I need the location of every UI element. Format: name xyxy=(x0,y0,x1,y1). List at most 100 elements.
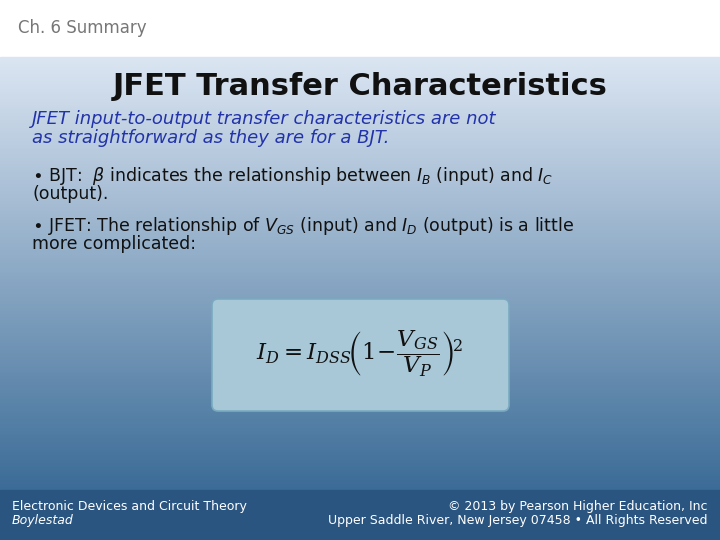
Bar xyxy=(0,371,720,373)
Bar xyxy=(0,240,720,242)
Bar xyxy=(0,429,720,431)
Bar xyxy=(0,472,720,474)
Bar xyxy=(0,133,720,135)
Text: Boylestad: Boylestad xyxy=(12,514,73,527)
Bar xyxy=(0,166,720,168)
Bar xyxy=(0,201,720,203)
Bar xyxy=(0,289,720,291)
Bar xyxy=(0,65,720,67)
Bar xyxy=(0,433,720,435)
Bar xyxy=(0,361,720,363)
Bar xyxy=(0,476,720,478)
Text: $\bullet$ BJT:  $\beta$ indicates the relationship between $I_B$ (input) and $I_: $\bullet$ BJT: $\beta$ indicates the rel… xyxy=(32,165,553,187)
Bar xyxy=(0,274,720,276)
Bar xyxy=(0,360,720,362)
Bar xyxy=(0,384,720,386)
FancyBboxPatch shape xyxy=(212,299,509,411)
Bar xyxy=(0,220,720,221)
Bar xyxy=(0,120,720,122)
Bar xyxy=(0,228,720,230)
Bar xyxy=(0,381,720,383)
Bar xyxy=(0,129,720,131)
Bar xyxy=(0,282,720,284)
Bar xyxy=(0,224,720,226)
Bar xyxy=(0,355,720,357)
Bar xyxy=(0,432,720,434)
Bar xyxy=(0,390,720,392)
Bar xyxy=(0,370,720,372)
Bar xyxy=(0,188,720,190)
Bar xyxy=(0,441,720,442)
Bar xyxy=(0,77,720,79)
Bar xyxy=(0,414,720,416)
Bar xyxy=(0,310,720,313)
Bar xyxy=(0,404,720,406)
Bar xyxy=(0,123,720,125)
Bar xyxy=(0,387,720,389)
Bar xyxy=(0,458,720,460)
Bar xyxy=(0,71,720,73)
Bar xyxy=(0,344,720,346)
Bar xyxy=(0,411,720,414)
Bar xyxy=(0,254,720,256)
Bar xyxy=(0,178,720,180)
Bar xyxy=(0,87,720,89)
Bar xyxy=(0,291,720,292)
Bar xyxy=(0,276,720,278)
Bar xyxy=(0,119,720,120)
Bar xyxy=(0,106,720,107)
Bar xyxy=(0,299,720,301)
Bar xyxy=(0,308,720,309)
Bar xyxy=(0,192,720,194)
Text: more complicated:: more complicated: xyxy=(32,235,196,253)
Bar xyxy=(0,107,720,109)
Bar xyxy=(0,454,720,455)
Bar xyxy=(0,122,720,124)
Bar xyxy=(0,90,720,92)
Bar xyxy=(0,295,720,296)
Bar xyxy=(0,341,720,343)
Bar xyxy=(0,175,720,177)
Bar xyxy=(0,165,720,167)
Bar xyxy=(0,323,720,326)
Bar xyxy=(0,251,720,253)
Bar xyxy=(0,241,720,243)
Bar xyxy=(0,340,720,341)
Bar xyxy=(0,407,720,409)
Bar xyxy=(0,237,720,239)
Bar xyxy=(0,419,720,421)
Bar xyxy=(0,267,720,269)
Bar xyxy=(0,72,720,75)
Bar xyxy=(0,202,720,204)
Bar xyxy=(0,111,720,113)
Bar xyxy=(0,205,720,207)
Bar xyxy=(0,247,720,249)
Bar xyxy=(0,199,720,201)
Bar xyxy=(0,377,720,379)
Bar xyxy=(0,399,720,401)
Bar xyxy=(0,392,720,393)
Bar xyxy=(0,149,720,151)
Bar xyxy=(0,221,720,223)
Bar xyxy=(0,394,720,396)
Bar xyxy=(0,61,720,63)
Bar xyxy=(0,222,720,225)
Bar xyxy=(0,246,720,247)
Bar xyxy=(0,273,720,275)
Bar xyxy=(0,78,720,80)
Bar xyxy=(0,312,720,314)
Bar xyxy=(0,233,720,234)
Bar xyxy=(0,357,720,359)
Bar xyxy=(0,197,720,198)
Bar xyxy=(0,75,720,77)
Bar xyxy=(0,234,720,236)
Bar xyxy=(0,448,720,450)
Bar xyxy=(0,214,720,216)
Bar xyxy=(0,375,720,377)
Bar xyxy=(0,97,720,99)
Bar xyxy=(0,0,720,57)
Bar xyxy=(0,116,720,118)
Bar xyxy=(0,481,720,483)
Bar xyxy=(0,445,720,447)
Text: as straightforward as they are for a BJT.: as straightforward as they are for a BJT… xyxy=(32,129,390,147)
